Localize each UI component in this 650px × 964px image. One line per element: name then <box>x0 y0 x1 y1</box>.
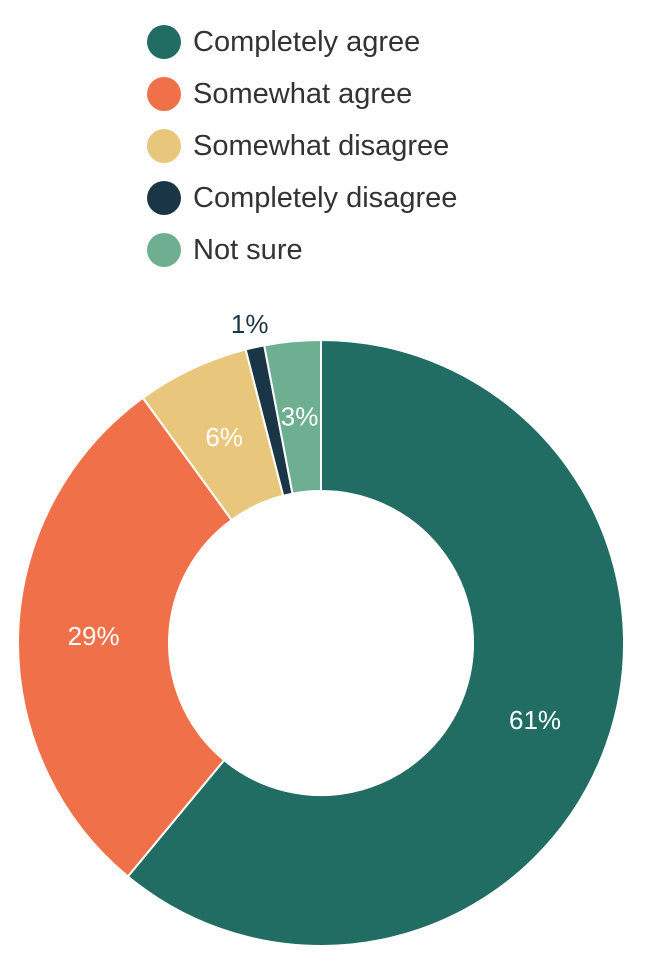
legend-item-completely-agree: Completely agree <box>147 16 457 68</box>
legend-item-completely-disagree: Completely disagree <box>147 172 457 224</box>
legend-item-somewhat-disagree: Somewhat disagree <box>147 120 457 172</box>
legend-item-somewhat-agree: Somewhat agree <box>147 68 457 120</box>
donut-slice-labels: 61% 29% 6% 1% 3% <box>68 309 561 735</box>
legend-label-not-sure: Not sure <box>193 233 303 266</box>
slice-label-not-sure: 3% <box>281 402 319 432</box>
slice-label-somewhat-disagree: 6% <box>205 422 243 452</box>
legend-label-somewhat-disagree: Somewhat disagree <box>193 129 450 162</box>
donut-slices <box>17 338 625 947</box>
slice-completely-agree <box>126 338 625 947</box>
slice-label-completely-disagree: 1% <box>231 309 269 339</box>
legend-item-not-sure: Not sure <box>147 224 457 276</box>
legend-label-somewhat-agree: Somewhat agree <box>193 77 413 110</box>
slice-somewhat-agree <box>17 396 234 878</box>
slice-not-sure <box>263 338 322 495</box>
legend-label-completely-disagree: Completely disagree <box>193 181 458 214</box>
slice-label-completely-agree: 61% <box>509 705 561 735</box>
chart-legend: Completely agree Somewhat agree Somewhat… <box>147 16 457 276</box>
legend-label-completely-agree: Completely agree <box>193 25 421 58</box>
legend-swatch-completely-agree <box>147 25 181 59</box>
slice-label-somewhat-agree: 29% <box>68 621 120 651</box>
legend-swatch-somewhat-disagree <box>147 129 181 163</box>
legend-swatch-somewhat-agree <box>147 77 181 111</box>
legend-swatch-not-sure <box>147 233 181 267</box>
legend-swatch-completely-disagree <box>147 181 181 215</box>
